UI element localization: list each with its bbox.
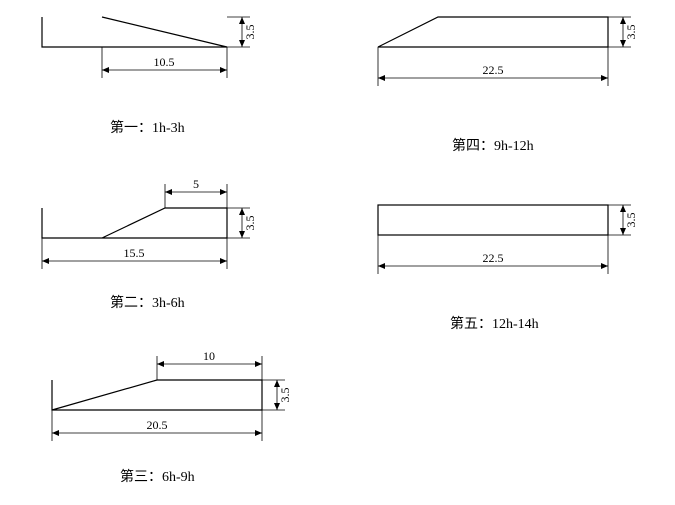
fig2-dim-bottom-value: 15.5 xyxy=(124,246,145,260)
fig5-dim-right: 3.5 xyxy=(608,205,638,235)
fig2-svg: 5 3.5 15.5 xyxy=(32,178,302,290)
fig2-dim-right: 3.5 xyxy=(227,208,257,238)
fig3-svg: 10 3.5 20.5 xyxy=(42,350,332,462)
fig3-dim-top: 10 xyxy=(157,350,262,380)
fig3-dim-right: 3.5 xyxy=(262,380,292,410)
fig3-shape xyxy=(52,380,262,410)
fig1-dim-right-value: 3.5 xyxy=(243,25,257,40)
fig4-dim-bottom: 22.5 xyxy=(378,47,608,86)
fig2-caption: 第二：3h-6h xyxy=(110,292,185,312)
fig1-svg: 3.5 10.5 xyxy=(32,12,302,112)
fig3-dim-bottom-value: 20.5 xyxy=(147,418,168,432)
fig4-shape xyxy=(378,17,608,47)
fig2-shape xyxy=(42,208,227,238)
fig5-shape xyxy=(378,205,608,235)
fig1-caption: 第一：1h-3h xyxy=(110,117,185,137)
fig3-dim-right-value: 3.5 xyxy=(278,388,292,403)
fig2-dim-bottom: 15.5 xyxy=(42,238,227,269)
fig5-dim-bottom-value: 22.5 xyxy=(483,251,504,265)
fig3-dim-bottom: 20.5 xyxy=(52,410,262,441)
fig5-caption: 第五：12h-14h xyxy=(450,313,539,333)
fig4-dim-bottom-value: 22.5 xyxy=(483,63,504,77)
fig4-caption: 第四：9h-12h xyxy=(452,135,534,155)
fig1-dim-bottom: 10.5 xyxy=(102,47,227,78)
fig5-svg: 3.5 22.5 xyxy=(368,200,668,300)
fig4-svg: 3.5 22.5 xyxy=(368,12,668,127)
fig3-caption: 第三：6h-9h xyxy=(120,466,195,486)
fig4-dim-right: 3.5 xyxy=(608,17,638,47)
fig2-dim-top: 5 xyxy=(165,178,227,208)
fig1-dim-right: 3.5 xyxy=(227,17,257,47)
fig5-dim-bottom: 22.5 xyxy=(378,235,608,274)
fig1-shape xyxy=(42,17,227,47)
fig2-dim-right-value: 3.5 xyxy=(243,216,257,231)
fig4-dim-right-value: 3.5 xyxy=(624,25,638,40)
fig2-dim-top-value: 5 xyxy=(193,178,199,191)
fig1-dim-bottom-value: 10.5 xyxy=(154,55,175,69)
fig5-dim-right-value: 3.5 xyxy=(624,213,638,228)
fig3-dim-top-value: 10 xyxy=(203,350,215,363)
